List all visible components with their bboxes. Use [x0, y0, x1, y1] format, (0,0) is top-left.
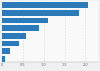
Bar — [2, 56, 5, 62]
Bar — [2, 2, 88, 8]
Bar — [2, 41, 19, 46]
Bar — [2, 18, 48, 23]
Bar — [2, 10, 79, 16]
Bar — [2, 33, 26, 39]
Bar — [2, 25, 39, 31]
Bar — [2, 48, 10, 54]
